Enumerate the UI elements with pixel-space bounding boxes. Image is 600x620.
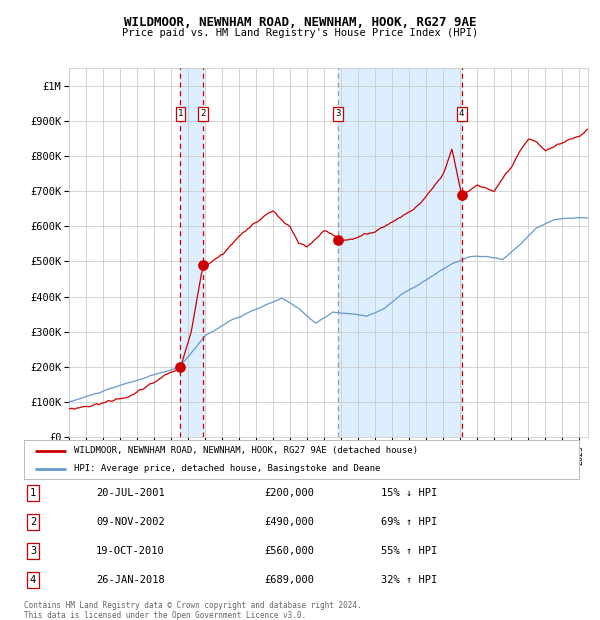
- Text: Contains HM Land Registry data © Crown copyright and database right 2024.: Contains HM Land Registry data © Crown c…: [24, 601, 362, 611]
- Text: 20-JUL-2001: 20-JUL-2001: [96, 488, 165, 498]
- Text: 4: 4: [459, 109, 464, 118]
- Text: 1: 1: [178, 109, 183, 118]
- Point: [198, 260, 208, 270]
- Text: 2: 2: [200, 109, 205, 118]
- Text: HPI: Average price, detached house, Basingstoke and Deane: HPI: Average price, detached house, Basi…: [74, 464, 380, 474]
- Point: [457, 190, 466, 200]
- Text: WILDMOOR, NEWNHAM ROAD, NEWNHAM, HOOK, RG27 9AE: WILDMOOR, NEWNHAM ROAD, NEWNHAM, HOOK, R…: [124, 16, 476, 29]
- Text: £689,000: £689,000: [264, 575, 314, 585]
- Text: 32% ↑ HPI: 32% ↑ HPI: [381, 575, 437, 585]
- Point: [176, 362, 185, 372]
- Text: 09-NOV-2002: 09-NOV-2002: [96, 517, 165, 527]
- Text: 55% ↑ HPI: 55% ↑ HPI: [381, 546, 437, 556]
- Text: 26-JAN-2018: 26-JAN-2018: [96, 575, 165, 585]
- Text: Price paid vs. HM Land Registry's House Price Index (HPI): Price paid vs. HM Land Registry's House …: [122, 28, 478, 38]
- Text: 3: 3: [335, 109, 341, 118]
- Text: £490,000: £490,000: [264, 517, 314, 527]
- Text: £560,000: £560,000: [264, 546, 314, 556]
- Text: 3: 3: [30, 546, 36, 556]
- Text: 69% ↑ HPI: 69% ↑ HPI: [381, 517, 437, 527]
- Text: This data is licensed under the Open Government Licence v3.0.: This data is licensed under the Open Gov…: [24, 611, 306, 620]
- Bar: [181, 68, 203, 437]
- Text: 19-OCT-2010: 19-OCT-2010: [96, 546, 165, 556]
- Point: [333, 236, 343, 246]
- Text: 1: 1: [30, 488, 36, 498]
- Text: 4: 4: [30, 575, 36, 585]
- Text: 2: 2: [30, 517, 36, 527]
- Text: £200,000: £200,000: [264, 488, 314, 498]
- Bar: [338, 68, 461, 437]
- Text: 15% ↓ HPI: 15% ↓ HPI: [381, 488, 437, 498]
- Text: WILDMOOR, NEWNHAM ROAD, NEWNHAM, HOOK, RG27 9AE (detached house): WILDMOOR, NEWNHAM ROAD, NEWNHAM, HOOK, R…: [74, 446, 418, 455]
